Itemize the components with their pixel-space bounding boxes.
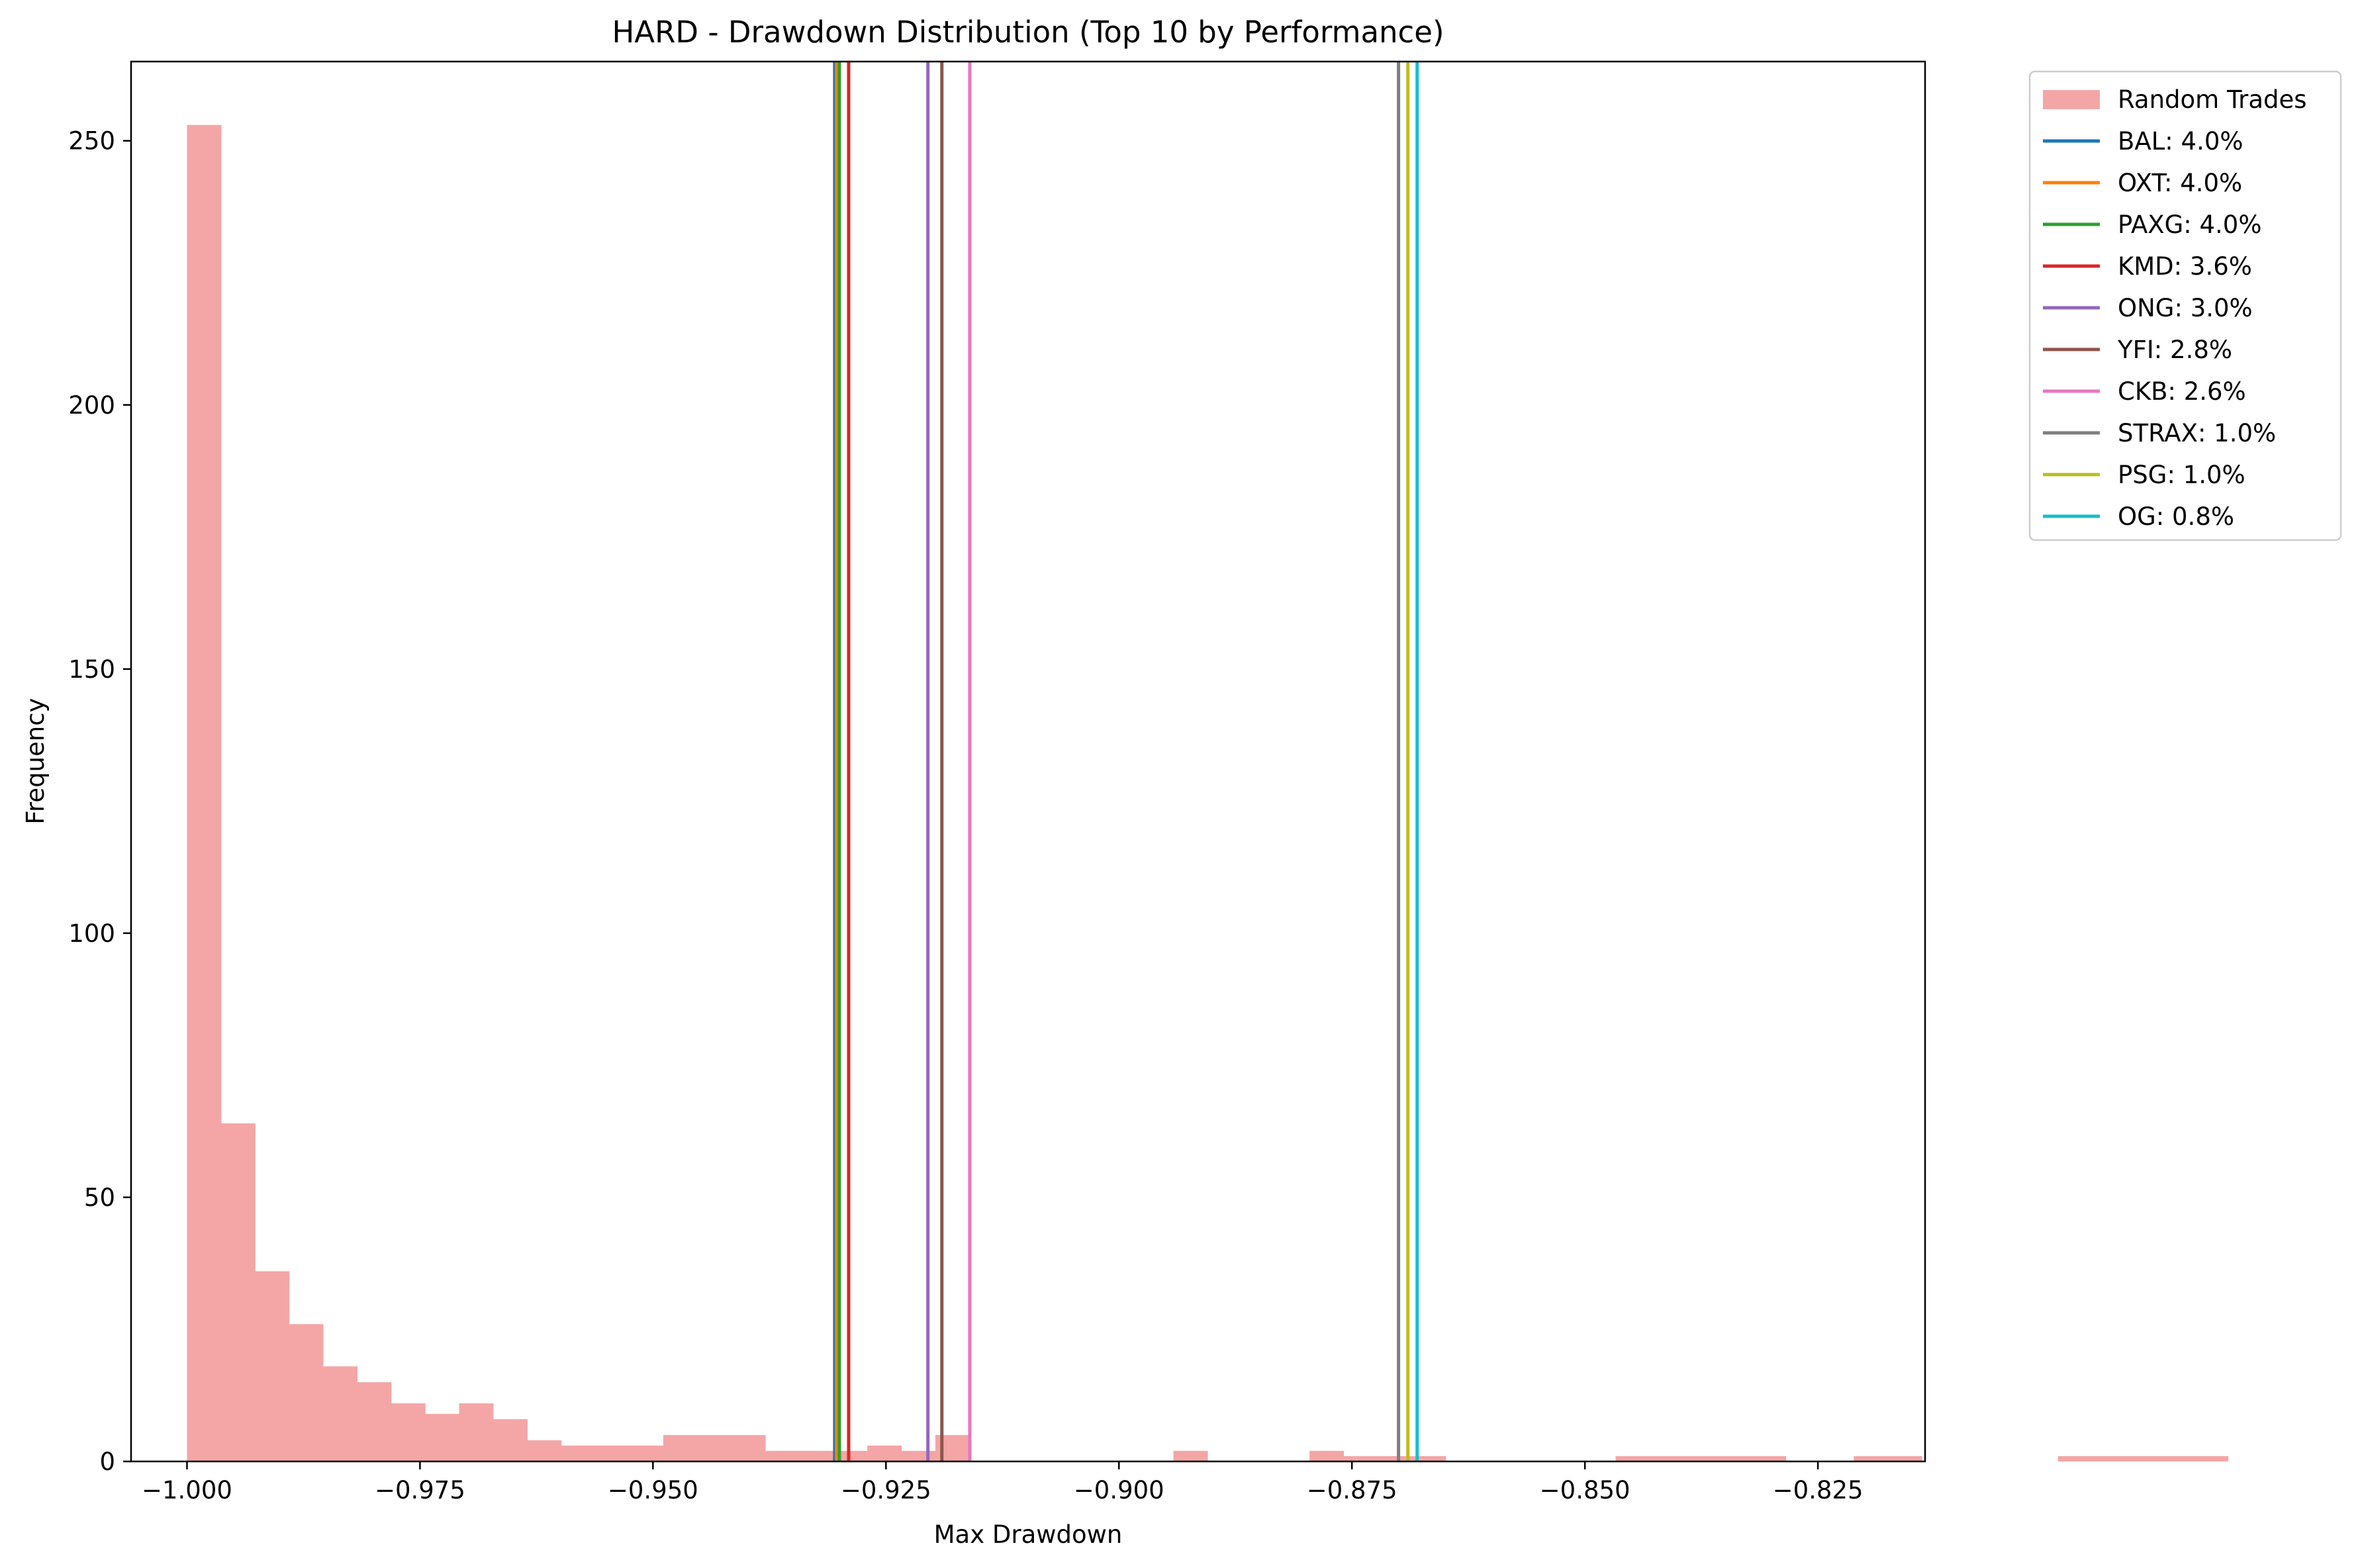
histogram-bar bbox=[2091, 1456, 2126, 1461]
performance-lines bbox=[833, 62, 1419, 1461]
histogram-bar bbox=[765, 1451, 800, 1461]
legend-entry: PAXG: 4.0% bbox=[2043, 210, 2262, 239]
legend-entry: OXT: 4.0% bbox=[2043, 169, 2242, 197]
y-tick-label: 100 bbox=[68, 919, 115, 948]
histogram-bar bbox=[1854, 1456, 1889, 1461]
legend: Random Trades BAL: 4.0% OXT: 4.0% PAXG: 4.0… bbox=[2028, 70, 2342, 541]
histogram-bar bbox=[1752, 1456, 1787, 1461]
legend-label: ONG: 3.0% bbox=[2118, 294, 2253, 322]
x-tick-label: −0.825 bbox=[1773, 1476, 1864, 1504]
legend-label: OG: 0.8% bbox=[2118, 502, 2234, 531]
histogram-bar bbox=[220, 1123, 256, 1461]
y-tick-label: 50 bbox=[84, 1183, 115, 1212]
histogram-bar bbox=[1887, 1456, 1922, 1461]
plot-frame bbox=[130, 60, 1926, 1463]
histogram-bar bbox=[1717, 1456, 1752, 1461]
histogram-bar bbox=[459, 1403, 494, 1461]
y-tick-label: 200 bbox=[68, 391, 115, 420]
histogram-bar bbox=[901, 1451, 936, 1461]
histogram-bar bbox=[1343, 1456, 1378, 1461]
y-tick-label: 150 bbox=[68, 655, 115, 684]
histogram-bars bbox=[187, 124, 2229, 1461]
y-axis-label: Frequency bbox=[21, 698, 50, 824]
histogram-bar bbox=[595, 1446, 630, 1461]
histogram-bar bbox=[255, 1271, 290, 1461]
legend-entry: OG: 0.8% bbox=[2043, 502, 2234, 531]
legend-label: KMD: 3.6% bbox=[2118, 252, 2252, 281]
y-axis-ticks: 0 50 100 150 200 250 bbox=[68, 127, 131, 1476]
histogram-bar bbox=[493, 1419, 528, 1461]
chart-title: HARD - Drawdown Distribution (Top 10 by … bbox=[612, 15, 1444, 50]
histogram-bar bbox=[323, 1366, 357, 1461]
histogram-bar bbox=[357, 1382, 392, 1461]
x-tick-label: −0.950 bbox=[608, 1476, 698, 1504]
legend-frame bbox=[2028, 70, 2342, 541]
histogram-bar bbox=[1615, 1456, 1650, 1461]
histogram-bar bbox=[289, 1324, 324, 1461]
histogram-bar bbox=[2057, 1456, 2093, 1461]
y-tick-label: 250 bbox=[68, 127, 115, 156]
legend-entry: PSG: 1.0% bbox=[2043, 461, 2245, 489]
legend-label: OXT: 4.0% bbox=[2118, 169, 2242, 197]
histogram-bar bbox=[833, 1451, 868, 1461]
legend-label: PSG: 1.0% bbox=[2118, 461, 2245, 489]
histogram-bar bbox=[2194, 1456, 2229, 1461]
histogram-bar bbox=[867, 1446, 902, 1461]
legend-entry: Random Trades bbox=[2043, 85, 2307, 114]
x-tick-label: −1.000 bbox=[142, 1476, 232, 1504]
x-tick-label: −0.875 bbox=[1307, 1476, 1397, 1504]
histogram-bar bbox=[2159, 1456, 2195, 1461]
x-axis-ticks: −1.000 −0.975 −0.950 −0.925 −0.900 −0.875 −0.8… bbox=[142, 1461, 1864, 1504]
histogram-bar bbox=[1173, 1451, 1208, 1461]
histogram-bar bbox=[629, 1446, 664, 1461]
histogram-bar bbox=[561, 1446, 596, 1461]
histogram-bar bbox=[1309, 1451, 1345, 1461]
legend-label: Random Trades bbox=[2118, 85, 2307, 114]
histogram-bar bbox=[731, 1435, 766, 1461]
legend-entry: CKB: 2.6% bbox=[2043, 377, 2246, 406]
histogram-bar bbox=[663, 1435, 698, 1461]
legend-label: PAXG: 4.0% bbox=[2118, 210, 2262, 239]
histogram-bar bbox=[1683, 1456, 1719, 1461]
histogram-bar bbox=[187, 124, 222, 1461]
legend-entry: ONG: 3.0% bbox=[2043, 294, 2253, 322]
histogram-bar bbox=[799, 1451, 834, 1461]
histogram-bar bbox=[425, 1414, 460, 1461]
legend-label: CKB: 2.6% bbox=[2118, 377, 2246, 406]
histogram-bar bbox=[2126, 1456, 2161, 1461]
legend-patch bbox=[2043, 90, 2100, 109]
legend-entry: STRAX: 1.0% bbox=[2043, 419, 2276, 447]
histogram-bar bbox=[697, 1435, 732, 1461]
legend-entry: BAL: 4.0% bbox=[2043, 127, 2243, 156]
histogram-bar bbox=[1650, 1456, 1684, 1461]
legend-label: YFI: 2.8% bbox=[2117, 336, 2232, 364]
x-tick-label: −0.975 bbox=[375, 1476, 465, 1504]
y-tick-label: 0 bbox=[99, 1448, 115, 1476]
histogram-bar bbox=[527, 1440, 562, 1461]
x-tick-label: −0.850 bbox=[1540, 1476, 1630, 1504]
histogram-bar bbox=[1411, 1456, 1446, 1461]
legend-label: STRAX: 1.0% bbox=[2118, 419, 2276, 447]
histogram-bar bbox=[1377, 1456, 1412, 1461]
x-tick-label: −0.925 bbox=[841, 1476, 931, 1504]
x-axis-label: Max Drawdown bbox=[934, 1520, 1123, 1549]
legend-entry: KMD: 3.6% bbox=[2043, 252, 2252, 281]
x-tick-label: −0.900 bbox=[1074, 1476, 1164, 1504]
histogram-bar bbox=[391, 1403, 426, 1461]
legend-label: BAL: 4.0% bbox=[2118, 127, 2243, 156]
legend-entry: YFI: 2.8% bbox=[2043, 336, 2232, 364]
